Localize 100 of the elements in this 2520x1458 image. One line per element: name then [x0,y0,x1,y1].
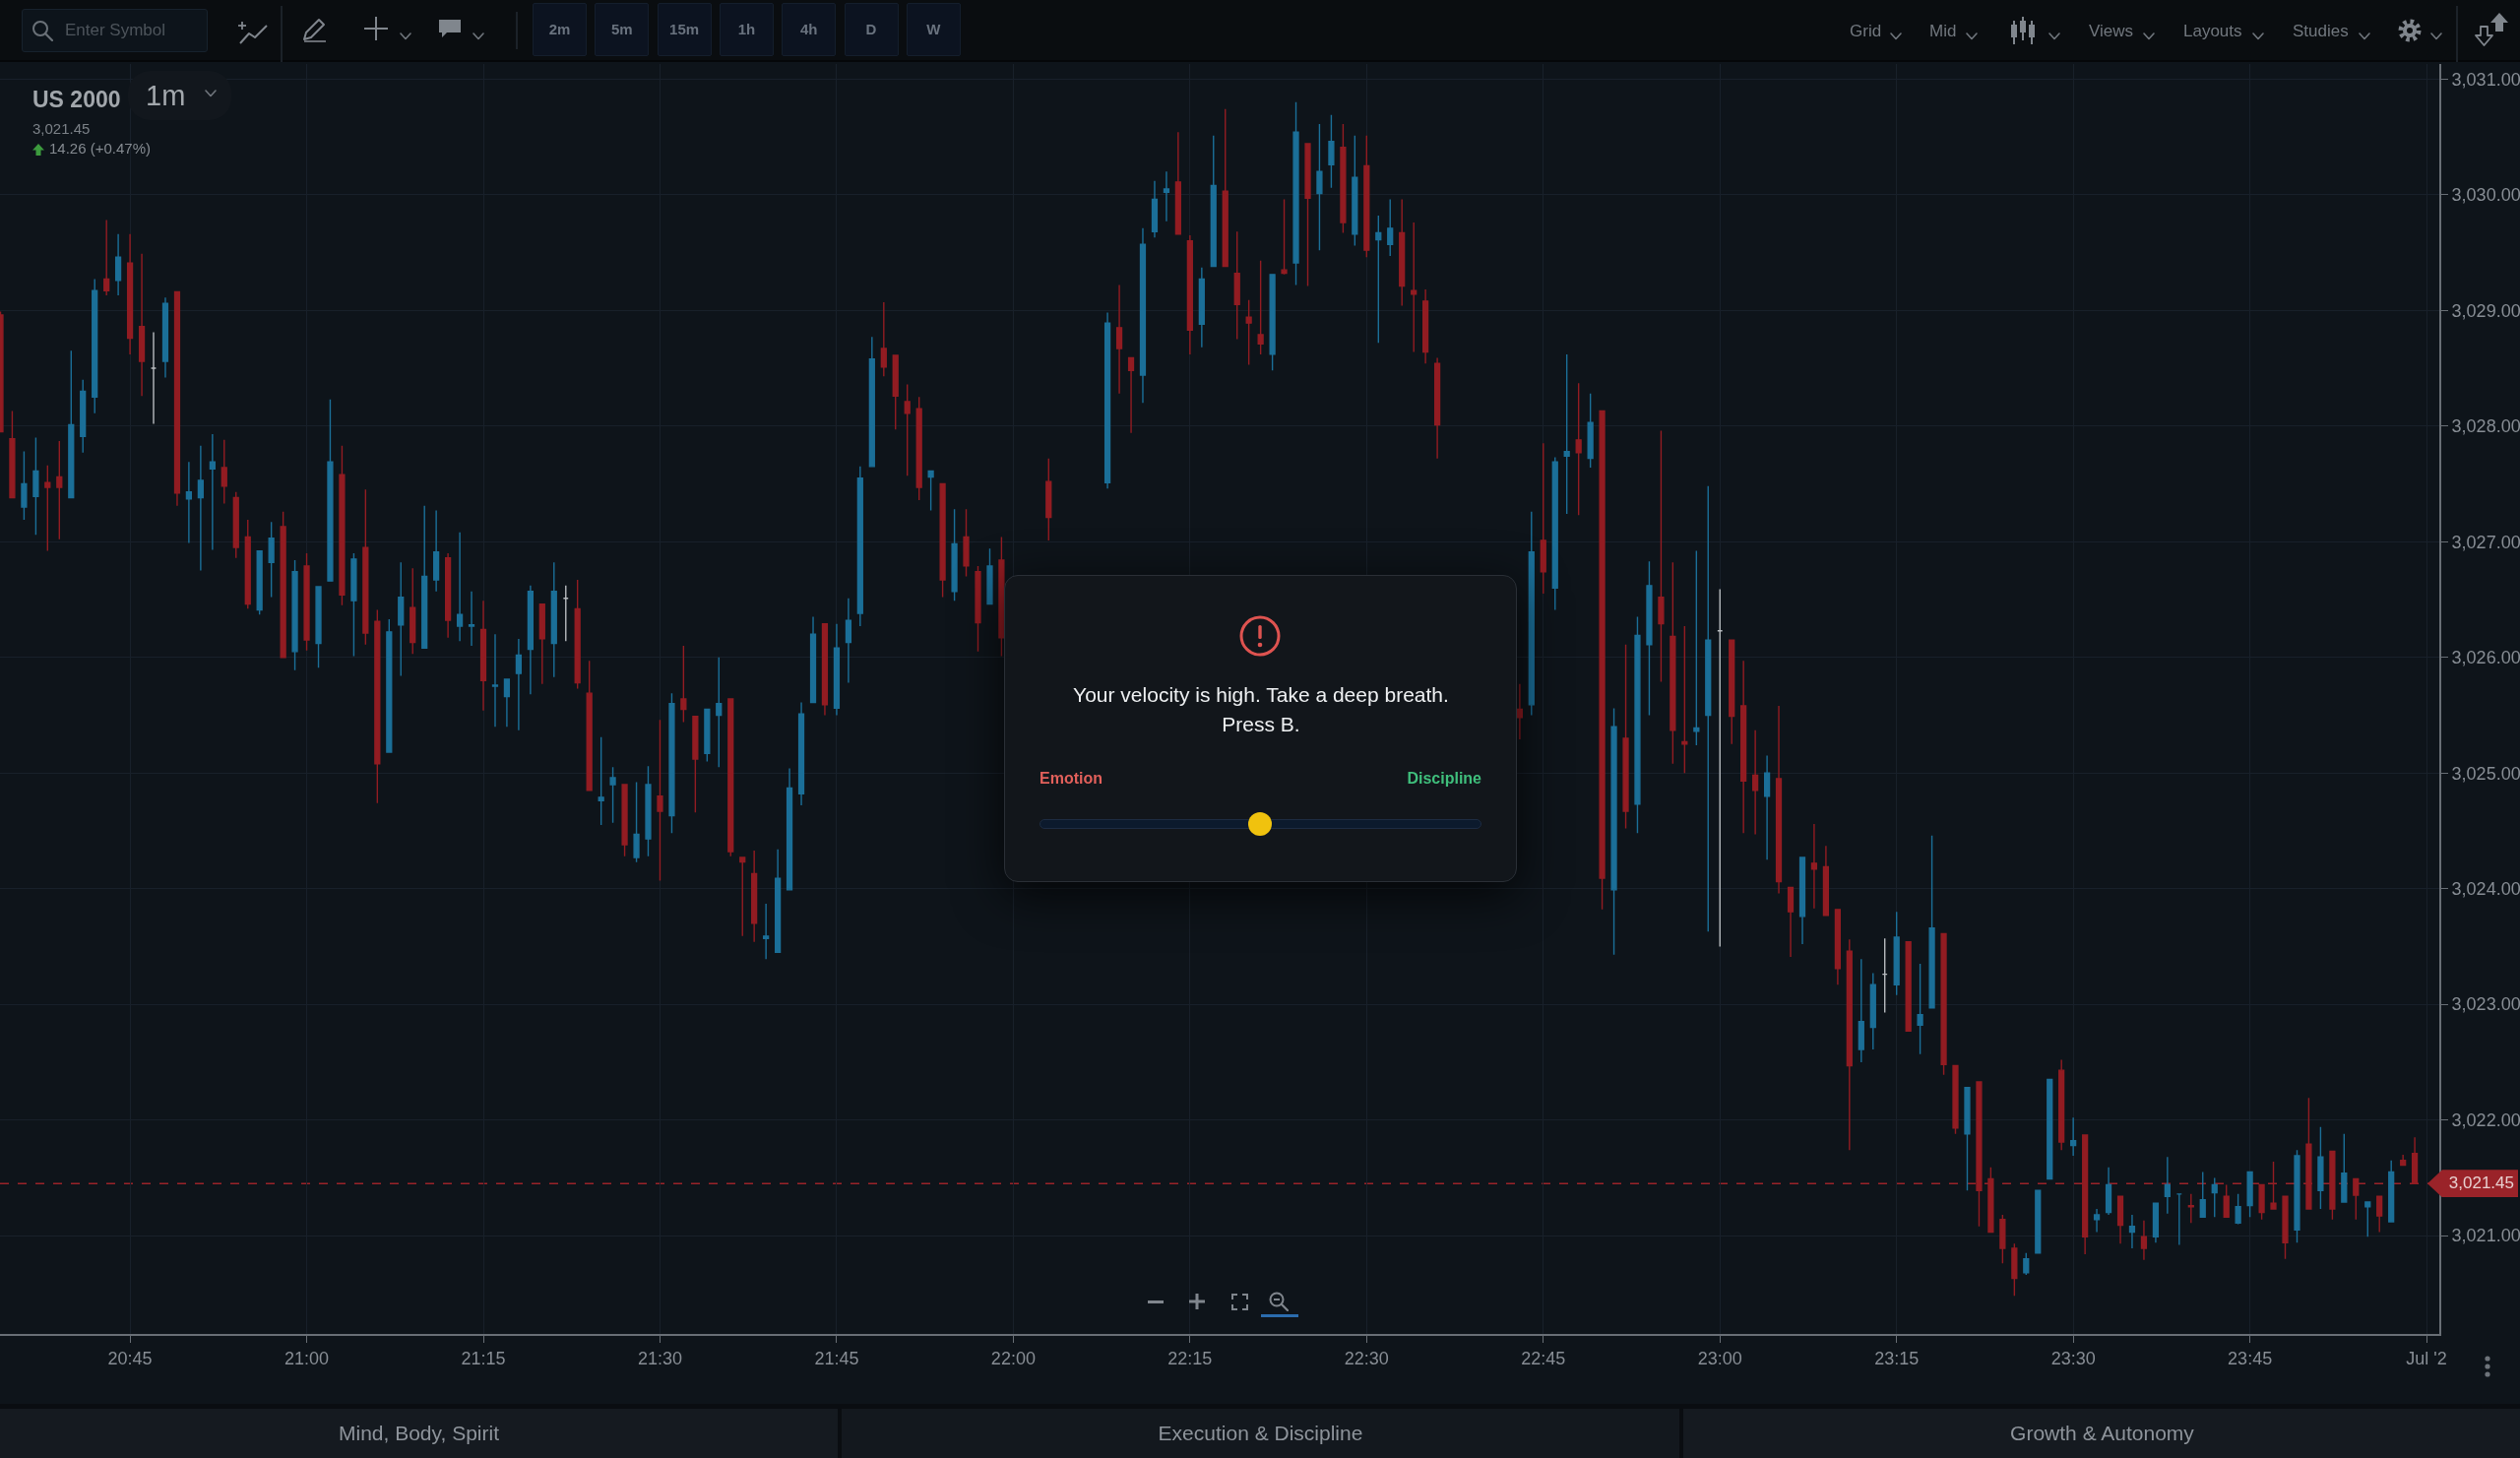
candlestick [833,622,841,717]
candlestick [1610,707,1617,956]
y-tick-label: 3,021.00 [2451,1226,2520,1246]
candlestick [1540,442,1546,595]
candlestick [1917,963,1923,1055]
tab: Execution & Discipline [842,1409,1679,1458]
candlestick [350,552,357,658]
candlestick [550,561,557,678]
candlestick [904,383,911,476]
annotation: Emotion [1040,769,1102,789]
candlestick [704,708,711,763]
x-tick-label: Jul '2 [2406,1348,2447,1368]
candlestick [1587,393,1594,469]
candlestick [92,278,98,414]
y-tick-label: 3,026.00 [2451,648,2520,667]
timeframe-button: 2m [533,3,587,56]
ref-line-label: 3,021.45 [2447,1173,2514,1195]
candlestick [1893,911,1900,996]
candlestick [56,440,63,540]
candlestick [2400,1154,2407,1167]
candlestick [386,618,393,753]
candlestick [1940,932,1947,1076]
candlestick [1729,639,1735,745]
candlestick [1233,230,1240,341]
candlestick [1328,113,1335,189]
candlestick [1752,729,1759,836]
candlestick [339,445,346,606]
candlestick [1622,644,1629,830]
candlestick [1599,410,1606,911]
text: US 2000 [32,86,121,113]
timeframe-button: 5m [595,3,650,56]
candlestick [410,567,416,655]
candlestick [963,508,970,578]
timeframe-button: D [844,3,899,56]
candlestick [2152,1202,2160,1243]
candlestick [1658,429,1665,683]
candlestick [2199,1171,2206,1219]
candlestick [1139,227,1147,404]
candlestick [1115,284,1123,395]
annotation: 14.26 (+0.47%) [49,140,151,158]
candlestick [2341,1133,2348,1203]
candlestick [161,296,169,379]
candlestick [2294,1149,2300,1243]
candlestick [1516,683,1523,740]
candlestick [2282,1195,2289,1260]
candlestick [1352,135,1358,247]
candlestick [1670,561,1676,765]
candlestick [1952,1064,1959,1135]
candlestick [1340,123,1347,234]
candlestick [1999,1214,2006,1265]
candlestick [1846,938,1853,1151]
candlestick [2364,1201,2371,1238]
candlestick [868,336,875,468]
candlestick [1563,353,1570,515]
x-tick-label: 22:30 [1344,1348,1389,1368]
candlestick [44,464,51,552]
candlestick [2058,1058,2065,1151]
candlestick [21,450,28,521]
candlestick [775,849,782,953]
candlestick [538,602,545,685]
candlestick [2070,1116,2077,1157]
annotation: 1m [146,79,186,113]
candlestick [1822,845,1830,917]
candlestick [527,585,535,695]
candlestick [2187,1193,2194,1224]
candlestick [2164,1156,2171,1215]
candlestick [1705,485,1712,932]
timeframe-button: 1h [719,3,774,56]
candlestick [2223,1183,2230,1219]
annotation: Your velocity is high. Take a deep breath. Press B. [1072,682,1450,737]
candlestick [1881,937,1888,1014]
candlestick [244,519,251,610]
candlestick [633,781,640,863]
candlestick [821,622,829,717]
interval-dropdown: 1m [128,71,231,120]
candlestick [1222,108,1228,268]
candlestick [303,552,310,652]
candlestick [433,509,440,593]
candlestick [103,219,110,296]
candlestick [609,766,616,824]
candlestick [374,608,381,804]
candlestick [927,470,934,512]
candlestick [2235,1193,2241,1226]
candlestick [1964,1087,1971,1192]
candlestick [362,488,369,646]
candlestick [126,233,134,355]
candlestick [444,552,452,639]
candlestick [220,439,227,505]
candlestick [856,466,863,627]
candlestick [739,856,746,937]
candlestick [2376,1195,2383,1234]
candlestick [280,510,286,659]
candlestick [9,410,16,499]
candlestick [915,396,922,501]
timeframe-button: W [906,3,961,56]
candlestick [1798,856,1806,945]
candlestick [2175,1193,2182,1246]
candlestick [2047,1078,2053,1180]
text: Grid [1850,21,1882,42]
candlestick [680,645,687,724]
